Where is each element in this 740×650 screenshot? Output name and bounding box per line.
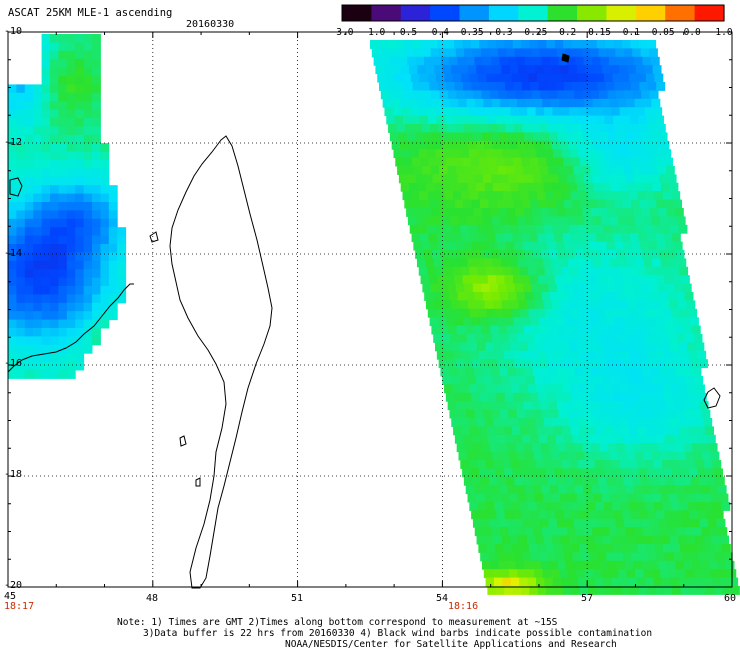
graticule bbox=[8, 32, 732, 587]
colorbar-segment bbox=[400, 5, 431, 21]
colorbar-segment bbox=[606, 5, 637, 21]
axis-ticks bbox=[7, 31, 733, 588]
colorbar-segment bbox=[371, 5, 402, 21]
islet bbox=[195, 477, 201, 487]
lat-label-1: -10 bbox=[4, 26, 23, 37]
madagascar-coast bbox=[169, 135, 273, 589]
islet bbox=[149, 231, 159, 243]
wind-barb-mark bbox=[561, 53, 570, 63]
colorbar-segment bbox=[547, 5, 578, 21]
note-line-2: 3)Data buffer is 22 hrs from 20160330 4)… bbox=[143, 628, 653, 639]
lat-label-5: -18 bbox=[4, 469, 23, 480]
lon-label-3: 51 bbox=[291, 593, 304, 604]
colorbar-segment bbox=[694, 5, 725, 21]
map-title: ASCAT 25KM MLE-1 ascending bbox=[8, 7, 173, 19]
lat-label-2: -12 bbox=[4, 137, 23, 148]
comoros-island bbox=[9, 177, 23, 197]
coastlines bbox=[7, 53, 721, 589]
lat-label-3: -14 bbox=[4, 248, 23, 259]
wind-swaths bbox=[8, 34, 740, 595]
colorbar-segment bbox=[430, 5, 461, 21]
note-line-3: NOAA/NESDIS/Center for Satellite Applica… bbox=[285, 639, 617, 650]
lon-label-1: 45 bbox=[4, 591, 17, 602]
colorbar-segment bbox=[459, 5, 490, 21]
colorbar-segment bbox=[635, 5, 666, 21]
lon-label-4: 54 bbox=[436, 593, 449, 604]
africa-coast bbox=[7, 283, 134, 373]
colorbar bbox=[341, 4, 725, 22]
colorbar-segment bbox=[518, 5, 549, 21]
lon-label-6: 60 bbox=[724, 593, 737, 604]
right-swath-time: 18:16 bbox=[448, 601, 479, 612]
left-swath-time: 18:17 bbox=[4, 601, 35, 612]
colorbar-segment bbox=[577, 5, 608, 21]
colorbar-segment bbox=[342, 5, 372, 21]
lon-label-5: 57 bbox=[581, 593, 594, 604]
map-date: 20160330 bbox=[186, 19, 235, 30]
lon-label-2: 48 bbox=[146, 593, 159, 604]
islet bbox=[179, 435, 187, 447]
lat-label-4: -16 bbox=[4, 358, 23, 369]
colorbar-segment bbox=[488, 5, 519, 21]
colorbar-segment bbox=[665, 5, 696, 21]
note-line-1: Note: 1) Times are GMT 2)Times along bot… bbox=[117, 617, 558, 628]
lat-label-6: -20 bbox=[4, 580, 23, 591]
mauritius-island bbox=[703, 387, 721, 409]
